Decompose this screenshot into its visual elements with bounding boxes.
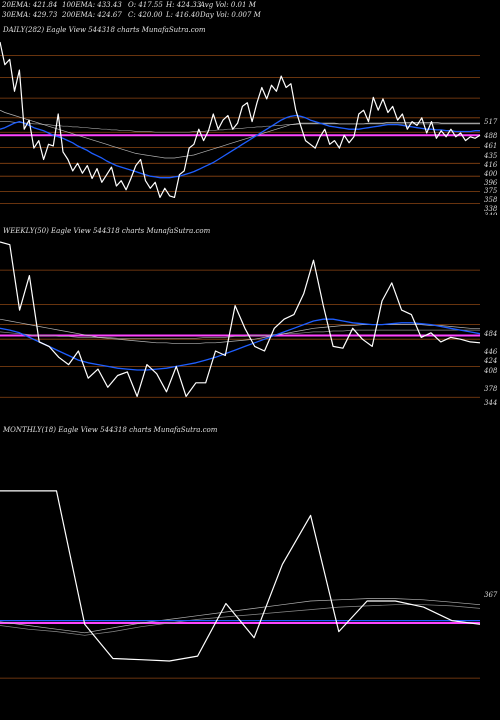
monthly-ma-a-line xyxy=(0,598,481,634)
daily-ma-a-line xyxy=(0,109,480,159)
header-open: O: 417.55 xyxy=(128,1,163,9)
header-close: C: 420.00 xyxy=(128,11,163,19)
daily-price-label: 461 xyxy=(483,142,497,150)
daily-chart: 517 488 461 435416400396375358338349 xyxy=(0,41,498,215)
daily-ema-line xyxy=(0,114,480,179)
weekly-price-line xyxy=(0,241,481,397)
weekly-price-label: 424 xyxy=(483,357,497,365)
daily-price-label: 358 xyxy=(484,196,498,204)
daily-price-label: 488 xyxy=(483,132,498,140)
weekly-price-label: 484 xyxy=(483,330,497,338)
header-day-vol: Day Vol: 0.007 M xyxy=(200,11,261,19)
header-low: L: 416.40 xyxy=(166,11,200,19)
weekly-price-label: 408 xyxy=(483,367,498,375)
monthly-price-line xyxy=(0,490,481,662)
daily-price-label: 375 xyxy=(484,187,498,195)
daily-ma-b-line xyxy=(0,121,480,133)
header-100ema: 100EMA: 433.43 xyxy=(62,1,122,9)
daily-price-line xyxy=(0,41,481,198)
daily-price-label: 338 xyxy=(484,205,498,213)
header-avg-vol: Avg Vol: 0.01 M xyxy=(200,1,256,9)
monthly-chart-title: MONTHLY(18) Eagle View 544318 charts Mun… xyxy=(3,426,218,434)
weekly-ma-a-line xyxy=(0,318,480,345)
daily-chart-title: DAILY(282) Eagle View 544318 charts Muna… xyxy=(3,26,206,34)
weekly-chart-title: WEEKLY(50) Eagle View 544318 charts Muna… xyxy=(3,227,211,235)
header-20ema: 20EMA: 421.84 xyxy=(2,1,58,9)
daily-price-label: 396 xyxy=(484,179,498,187)
weekly-ema-line xyxy=(0,318,481,371)
daily-price-label: 416 xyxy=(483,161,498,169)
daily-price-label: 435 xyxy=(483,152,498,160)
monthly-chart: 367 xyxy=(0,490,498,679)
header-30ema: 30EMA: 429.73 xyxy=(2,11,58,19)
daily-price-label: 400 xyxy=(483,170,498,178)
header-high: H: 424.33 xyxy=(166,1,202,9)
weekly-price-label: 446 xyxy=(483,348,498,356)
monthly-price-label: 367 xyxy=(484,591,498,599)
weekly-price-label: 378 xyxy=(484,385,498,393)
monthly-ma-b-line xyxy=(0,604,481,636)
weekly-price-label: 344 xyxy=(484,399,497,407)
daily-price-label: 349 xyxy=(484,212,498,215)
header-200ema: 200EMA: 424.67 xyxy=(62,11,122,19)
daily-price-label: 517 xyxy=(484,118,498,126)
weekly-ma-b-line xyxy=(0,329,480,339)
